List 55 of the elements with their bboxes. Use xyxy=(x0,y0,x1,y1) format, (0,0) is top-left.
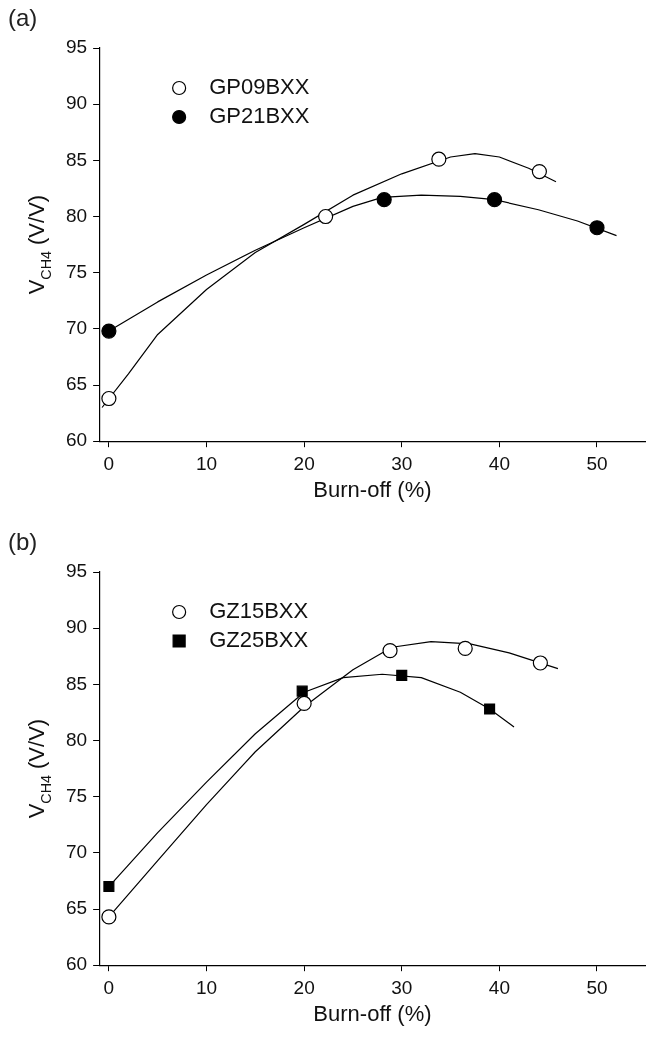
y-axis-title: VCH4 (V/V) xyxy=(24,718,54,819)
point xyxy=(382,643,398,659)
y-tick-label: 95 xyxy=(65,560,88,582)
legend-label: GP21BXX xyxy=(209,103,310,129)
y-tick-label: 90 xyxy=(65,616,88,638)
y-tick-label: 90 xyxy=(65,92,88,114)
x-tick-label: 20 xyxy=(293,452,315,474)
point xyxy=(296,695,312,712)
y-tick-label: 60 xyxy=(65,953,88,975)
point xyxy=(376,192,392,208)
point xyxy=(486,192,503,208)
x-tick-label: 40 xyxy=(488,452,510,474)
legend-label: GZ25BXX xyxy=(209,627,309,653)
point xyxy=(484,703,496,715)
point xyxy=(103,881,115,893)
y-tick-label: 80 xyxy=(65,728,88,750)
point xyxy=(431,151,447,167)
y-tick-label: 70 xyxy=(65,317,88,339)
y-tick-label: 80 xyxy=(65,204,88,226)
x-tick-label: 30 xyxy=(391,976,413,998)
point xyxy=(531,163,547,180)
x-tick-label: 30 xyxy=(391,452,413,474)
x-tick-label: 0 xyxy=(103,976,115,998)
y-tick-label: 60 xyxy=(65,429,88,451)
y-axis-title: VCH4 (V/V) xyxy=(24,194,54,295)
chart-title: (a) xyxy=(8,4,38,32)
y-tick-label: 95 xyxy=(65,36,88,58)
x-tick-label: 40 xyxy=(488,976,510,998)
x-tick-label: 10 xyxy=(195,452,218,474)
y-tick-label: 70 xyxy=(65,841,88,863)
point xyxy=(457,640,473,656)
x-axis-title: Burn-off (%) xyxy=(313,1001,432,1027)
point xyxy=(532,655,548,671)
y-tick-label: 65 xyxy=(65,897,88,919)
chart-title: (b) xyxy=(8,528,38,556)
point xyxy=(318,208,334,225)
point xyxy=(296,685,308,697)
x-tick-label: 20 xyxy=(293,976,315,998)
legend-label: GP09BXX xyxy=(209,74,310,100)
point xyxy=(396,669,408,681)
x-tick-label: 50 xyxy=(586,976,608,998)
point xyxy=(101,390,117,407)
point xyxy=(589,220,605,236)
x-axis-title: Burn-off (%) xyxy=(313,477,432,503)
point xyxy=(101,909,117,925)
y-tick-label: 85 xyxy=(65,672,88,694)
legend-label: GZ15BXX xyxy=(209,598,309,624)
x-tick-label: 10 xyxy=(195,976,218,998)
y-tick-label: 85 xyxy=(65,148,88,170)
y-tick-label: 65 xyxy=(65,373,88,395)
x-tick-label: 50 xyxy=(586,452,608,474)
y-tick-label: 75 xyxy=(65,784,88,806)
y-tick-label: 75 xyxy=(65,260,88,282)
x-tick-label: 0 xyxy=(103,452,115,474)
point xyxy=(101,323,117,339)
